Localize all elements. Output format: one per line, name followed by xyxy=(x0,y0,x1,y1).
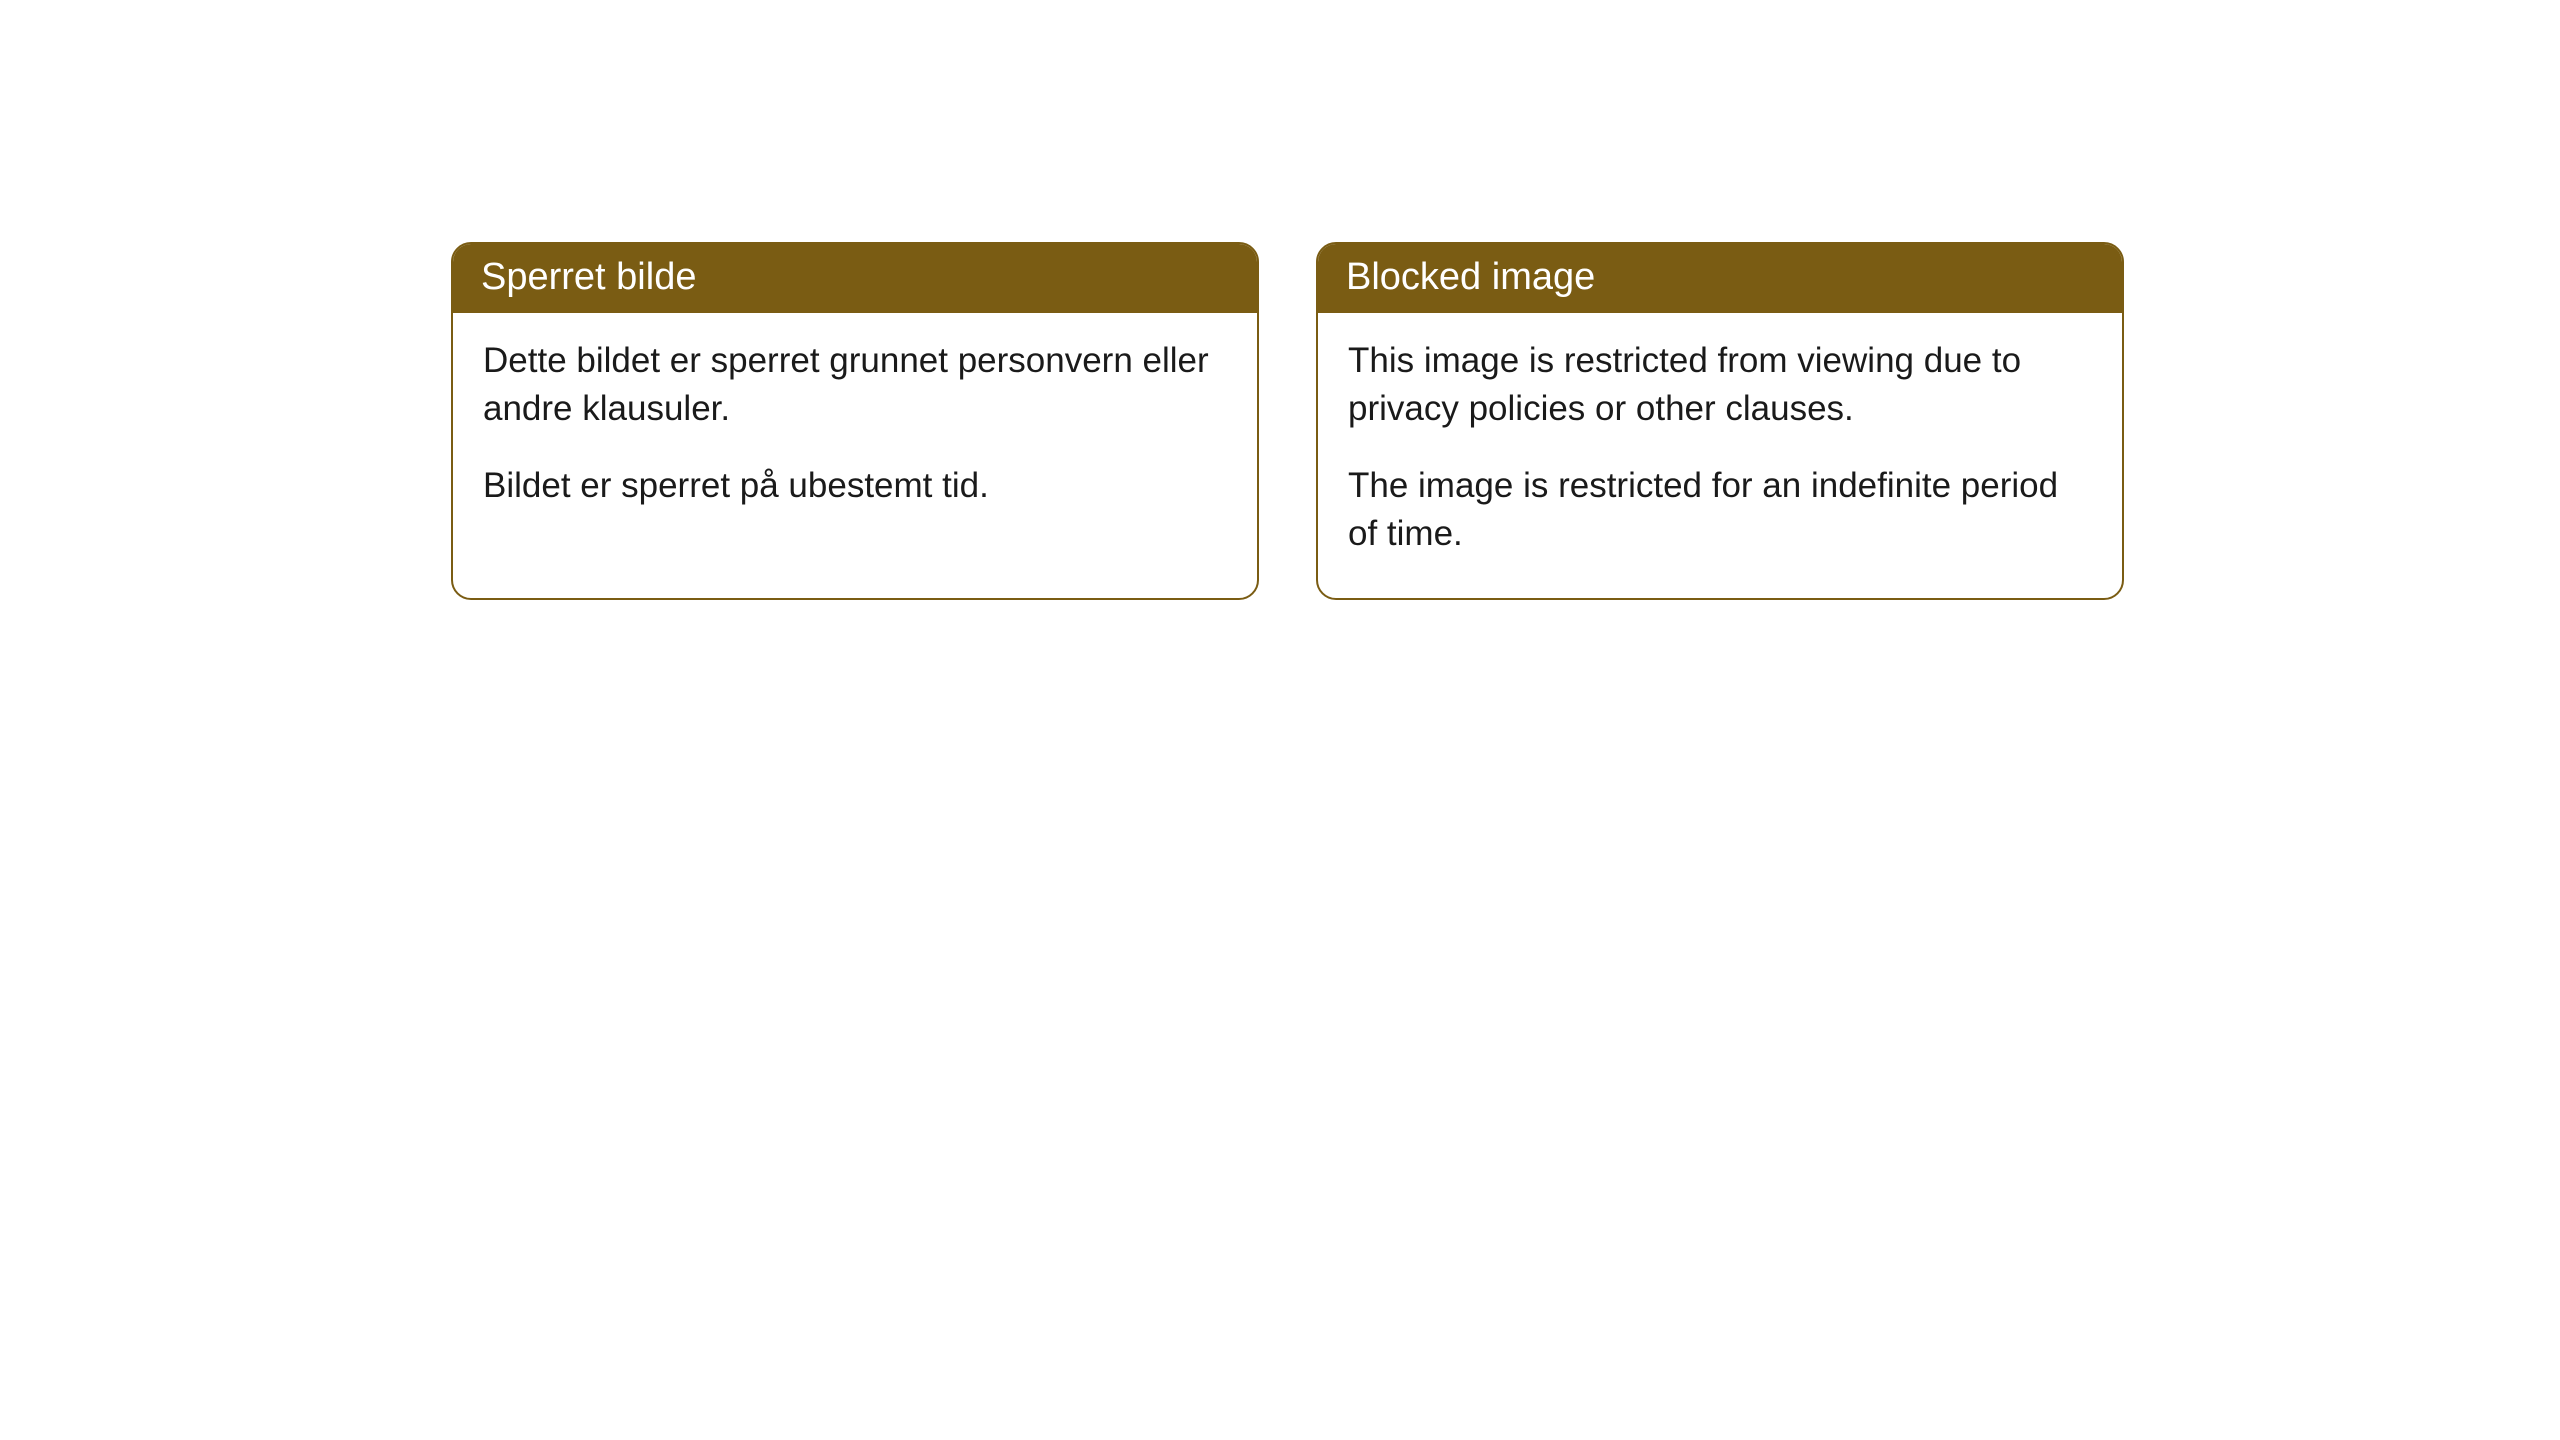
card-header-no: Sperret bilde xyxy=(453,244,1257,313)
card-text-no-1: Dette bildet er sperret grunnet personve… xyxy=(483,337,1227,434)
blocked-image-card-en: Blocked image This image is restricted f… xyxy=(1316,242,2124,600)
card-body-en: This image is restricted from viewing du… xyxy=(1318,313,2122,598)
notice-cards-container: Sperret bilde Dette bildet er sperret gr… xyxy=(0,0,2560,600)
card-text-no-2: Bildet er sperret på ubestemt tid. xyxy=(483,462,1227,510)
card-body-no: Dette bildet er sperret grunnet personve… xyxy=(453,313,1257,550)
card-text-en-1: This image is restricted from viewing du… xyxy=(1348,337,2092,434)
blocked-image-card-no: Sperret bilde Dette bildet er sperret gr… xyxy=(451,242,1259,600)
card-header-en: Blocked image xyxy=(1318,244,2122,313)
card-text-en-2: The image is restricted for an indefinit… xyxy=(1348,462,2092,559)
